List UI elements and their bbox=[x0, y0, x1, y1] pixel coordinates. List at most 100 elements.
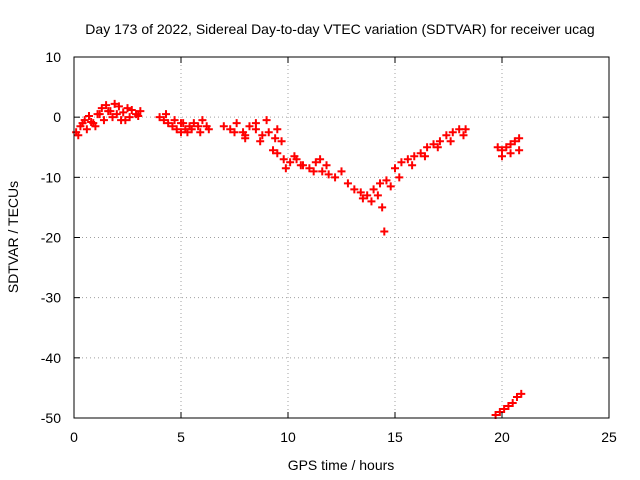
data-point bbox=[177, 119, 185, 128]
data-point bbox=[164, 119, 173, 128]
data-point bbox=[273, 149, 282, 158]
data-point bbox=[363, 191, 372, 200]
data-point bbox=[416, 149, 425, 158]
data-point bbox=[102, 101, 111, 110]
data-point bbox=[155, 113, 164, 122]
data-point bbox=[515, 134, 524, 143]
data-point bbox=[121, 116, 130, 125]
data-point bbox=[500, 404, 509, 413]
data-point bbox=[382, 176, 391, 185]
data-point bbox=[219, 122, 228, 131]
data-point bbox=[324, 170, 333, 179]
data-point bbox=[74, 131, 83, 140]
data-point bbox=[429, 140, 438, 149]
data-point bbox=[290, 152, 299, 161]
data-point bbox=[508, 398, 517, 407]
axis-ticks bbox=[73, 56, 610, 419]
data-point bbox=[108, 113, 117, 122]
data-point bbox=[196, 128, 205, 137]
data-point bbox=[277, 137, 286, 146]
y-tick-label: -10 bbox=[41, 169, 61, 185]
data-point bbox=[309, 167, 318, 176]
data-point bbox=[311, 158, 320, 167]
data-point bbox=[433, 143, 442, 152]
data-point bbox=[198, 116, 207, 125]
data-point bbox=[271, 134, 280, 143]
data-point bbox=[397, 158, 406, 167]
data-point bbox=[78, 119, 87, 128]
data-point bbox=[493, 143, 502, 152]
chart-title: Day 173 of 2022, Sidereal Day-to-day VTE… bbox=[85, 21, 594, 37]
data-point bbox=[187, 125, 196, 134]
data-point bbox=[386, 182, 395, 191]
data-point bbox=[123, 104, 132, 113]
x-tick-label: 15 bbox=[387, 429, 403, 445]
data-point bbox=[506, 149, 515, 158]
data-point bbox=[391, 164, 399, 173]
y-tick-label: -20 bbox=[41, 230, 61, 246]
data-point bbox=[337, 167, 346, 176]
tick-labels: 0 5 10 15 20 25 -50 -40 -30 -20 -10 0 10 bbox=[41, 49, 617, 445]
y-axis-label: SDTVAR / TECUs bbox=[5, 181, 21, 293]
data-point bbox=[119, 108, 128, 117]
data-point bbox=[459, 131, 468, 140]
data-point bbox=[498, 152, 506, 161]
data-point bbox=[226, 125, 235, 134]
x-tick-label: 0 bbox=[70, 429, 78, 445]
data-point bbox=[435, 137, 444, 146]
data-point bbox=[168, 122, 177, 131]
data-point bbox=[251, 119, 260, 128]
data-point bbox=[350, 185, 359, 194]
data-point bbox=[446, 137, 455, 146]
data-point bbox=[448, 128, 457, 137]
x-tick-label: 20 bbox=[494, 429, 510, 445]
data-point bbox=[373, 191, 382, 200]
data-point bbox=[241, 131, 250, 140]
data-point bbox=[230, 128, 239, 137]
data-point bbox=[162, 110, 171, 119]
data-point bbox=[112, 110, 121, 119]
data-point bbox=[232, 119, 241, 128]
data-point bbox=[256, 137, 265, 146]
data-point bbox=[136, 107, 145, 116]
data-point bbox=[502, 143, 511, 152]
y-tick-label: -30 bbox=[41, 290, 61, 306]
data-point bbox=[99, 116, 108, 125]
data-point bbox=[331, 173, 340, 182]
data-point bbox=[262, 116, 271, 125]
data-point bbox=[461, 125, 470, 134]
data-point bbox=[95, 110, 104, 119]
data-point bbox=[305, 164, 314, 173]
data-point bbox=[504, 401, 513, 410]
data-point bbox=[367, 197, 376, 206]
data-point bbox=[515, 146, 524, 155]
data-point bbox=[286, 158, 295, 167]
data-point bbox=[84, 111, 93, 120]
data-point bbox=[172, 125, 181, 134]
data-point bbox=[183, 128, 192, 137]
data-point bbox=[343, 179, 352, 188]
data-point bbox=[97, 104, 106, 113]
x-tick-label: 25 bbox=[601, 429, 617, 445]
data-point bbox=[91, 122, 100, 131]
data-point bbox=[358, 194, 367, 203]
data-point bbox=[82, 125, 91, 134]
y-tick-label: 0 bbox=[53, 109, 61, 125]
data-point bbox=[110, 99, 119, 108]
data-point bbox=[159, 116, 168, 125]
data-point bbox=[423, 143, 432, 152]
data-point bbox=[322, 161, 331, 170]
data-point bbox=[506, 140, 515, 149]
data-point bbox=[134, 111, 143, 120]
data-point bbox=[114, 102, 123, 111]
data-point bbox=[510, 137, 519, 146]
data-point bbox=[376, 179, 385, 188]
data-point bbox=[269, 146, 278, 155]
data-point bbox=[204, 125, 213, 134]
data-point bbox=[442, 131, 451, 140]
data-point bbox=[410, 152, 419, 161]
data-point bbox=[279, 155, 288, 164]
data-point bbox=[420, 152, 429, 161]
data-point bbox=[125, 113, 134, 122]
